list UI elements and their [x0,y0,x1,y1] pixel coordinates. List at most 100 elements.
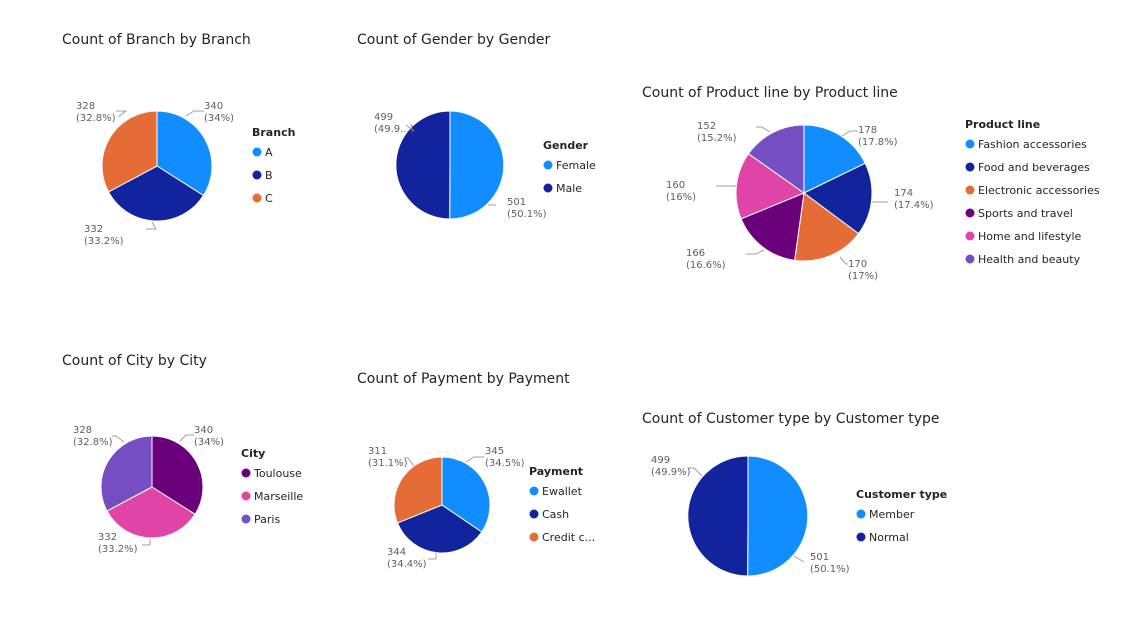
legend-marker-icon [543,183,553,193]
legend-label: Sports and travel [978,207,1073,220]
legend-item[interactable]: Paris [241,513,281,526]
data-label: 344 (34.4%) [387,547,427,570]
pie-slice-credit-c[interactable] [393,456,443,524]
legend-item[interactable]: Ewallet [529,485,583,498]
data-label-percent: (50.1%) [507,209,547,220]
data-label-percent: (34.4%) [387,559,427,570]
legend-item[interactable]: B [252,169,273,182]
leader-line [841,130,858,137]
pie-slice-cash[interactable] [396,504,483,554]
data-label-value: 178 [858,125,877,136]
legend-marker-icon [252,193,262,203]
legend-item[interactable]: Fashion accessories [965,138,1088,151]
data-label: 499 (49.9...) [374,112,414,135]
legend-title: Product line [965,118,1040,131]
leader-line [465,456,484,463]
data-label-percent: (49.9%) [651,467,691,478]
legend-label: Member [869,508,915,521]
legend-label: Food and beverages [978,161,1090,174]
data-label-percent: (32.8%) [73,437,113,448]
data-label: 160 (16%) [666,180,696,203]
data-label-percent: (17.8%) [858,137,898,148]
legend-marker-icon [241,468,251,478]
data-label-percent: (31.1%) [368,458,408,469]
pie-slice-sports-and-travel[interactable] [740,192,805,261]
pie-slice-electronic-accessories[interactable] [794,192,860,262]
legend-item[interactable]: Normal [856,531,909,544]
legend-marker-icon [529,532,539,542]
data-label: 501 (50.1%) [507,197,547,220]
data-label-value: 332 [84,224,103,235]
data-label-value: 166 [686,248,705,259]
legend-item[interactable]: Credit c... [529,531,596,544]
legend-item[interactable]: Food and beverages [965,161,1091,174]
data-label: 332 (33.2%) [84,224,124,247]
data-label-percent: (33.2%) [84,236,124,247]
pie-slice-food-and-beverages[interactable] [803,162,873,235]
pie-chart-0: Count of Branch by Branch 340 (34%) 332 (33.… [62,32,295,247]
data-label-value: 328 [76,101,95,112]
pie-slice-male[interactable] [395,110,451,220]
legend-item[interactable]: Electronic accessories [965,184,1100,197]
pie-slice-paris[interactable] [100,435,153,512]
legend-item[interactable]: A [252,146,274,159]
data-label-percent: (17%) [848,271,878,282]
leader-line [688,467,703,477]
leader-line [405,124,415,132]
legend-marker-icon [529,486,539,496]
data-label: 166 (16.6%) [686,248,726,271]
chart-legend: Product line Fashion accessories Food and … [965,118,1100,266]
data-label: 345 (34.5%) [485,446,525,469]
data-label-percent: (34.5%) [485,458,525,469]
data-label-percent: (17.4%) [894,200,934,211]
data-label-value: 344 [387,547,406,558]
leader-line [142,539,151,546]
legend-item[interactable]: Member [856,508,915,521]
pie-slice-female[interactable] [449,110,505,220]
data-label-percent: (33.2%) [98,544,138,555]
pie-slice-member[interactable] [747,455,809,577]
chart-title: Count of City by City [62,353,207,369]
legend-marker-icon [965,185,975,195]
legend-item[interactable]: Home and lifestyle [965,230,1082,243]
legend-label: Normal [869,531,909,544]
data-label-percent: (16%) [666,192,696,203]
legend-item[interactable]: Toulouse [241,467,303,480]
data-label: 328 (32.8%) [76,101,116,124]
data-label-value: 345 [485,446,504,457]
legend-item[interactable]: C [252,192,274,205]
legend-item[interactable]: Sports and travel [965,207,1073,220]
pie-slice-fashion-accessories[interactable] [803,124,866,194]
pie-slice-home-and-lifestyle[interactable] [735,153,806,220]
legend-label: Health and beauty [978,253,1081,266]
data-label-percent: (15.2%) [697,133,737,144]
chart-legend: Payment Ewallet Cash Credit c... [529,465,595,544]
data-label: 332 (33.2%) [98,532,138,555]
legend-marker-icon [965,139,975,149]
legend-title: City [241,447,265,460]
legend-item[interactable]: Male [543,182,583,195]
legend-title: Branch [252,126,295,139]
chart-legend: Branch ABC [252,126,295,205]
legend-item[interactable]: Health and beauty [965,253,1081,266]
legend-marker-icon [252,147,262,157]
pie-slice-normal[interactable] [687,455,749,577]
data-label-value: 311 [368,446,387,457]
chart-title: Count of Gender by Gender [357,32,550,48]
legend-label: Ewallet [542,485,583,498]
pie-slice-ewallet[interactable] [441,456,491,533]
leader-line [116,110,128,118]
pie-slice-c[interactable] [101,110,158,193]
chart-title: Count of Customer type by Customer type [642,411,940,427]
leader-line [179,434,194,442]
legend-item[interactable]: Marseille [241,490,304,503]
data-label-percent: (32.8%) [76,113,116,124]
data-label-value: 174 [894,188,913,199]
legend-item[interactable]: Female [543,159,597,172]
legend-item[interactable]: Cash [529,508,570,521]
data-label: 340 (34%) [194,425,224,448]
legend-marker-icon [241,514,251,524]
pie-slice-health-and-beauty[interactable] [747,124,805,194]
